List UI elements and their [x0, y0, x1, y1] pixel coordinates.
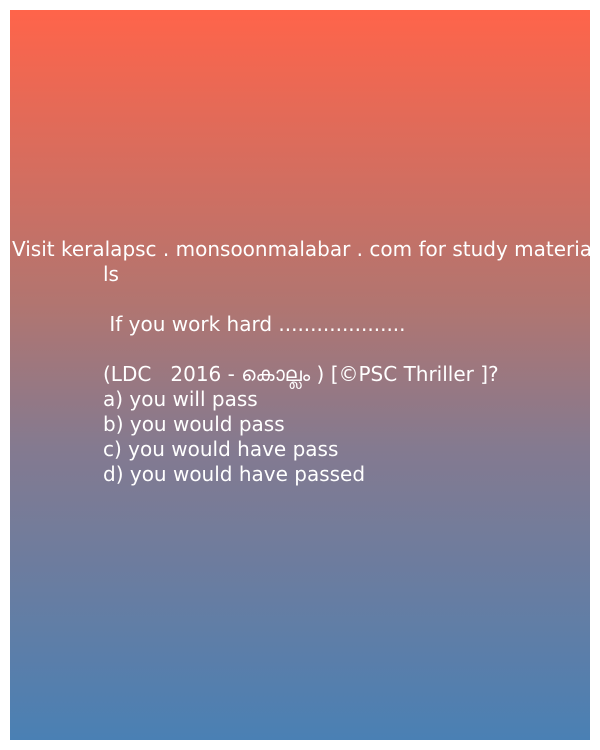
question-text: If you work hard ....................: [103, 312, 406, 336]
option-b: b) you would pass: [103, 412, 285, 436]
option-c: c) you would have pass: [103, 437, 339, 461]
question-card: Visit keralapsc . monsoonmalabar . com f…: [10, 10, 590, 740]
option-a: a) you will pass: [103, 387, 258, 411]
promo-line-2: ls: [103, 262, 119, 286]
option-d: d) you would have passed: [103, 462, 366, 486]
promo-line-1: Visit keralapsc . monsoonmalabar . com f…: [12, 237, 590, 261]
question-source: (LDC 2016 - കൊല്ലം ) [©PSC Thriller ]?: [103, 362, 499, 386]
question-text-block: Visit keralapsc . monsoonmalabar . com f…: [10, 237, 590, 487]
spacer: [10, 337, 590, 362]
spacer: [10, 287, 590, 312]
